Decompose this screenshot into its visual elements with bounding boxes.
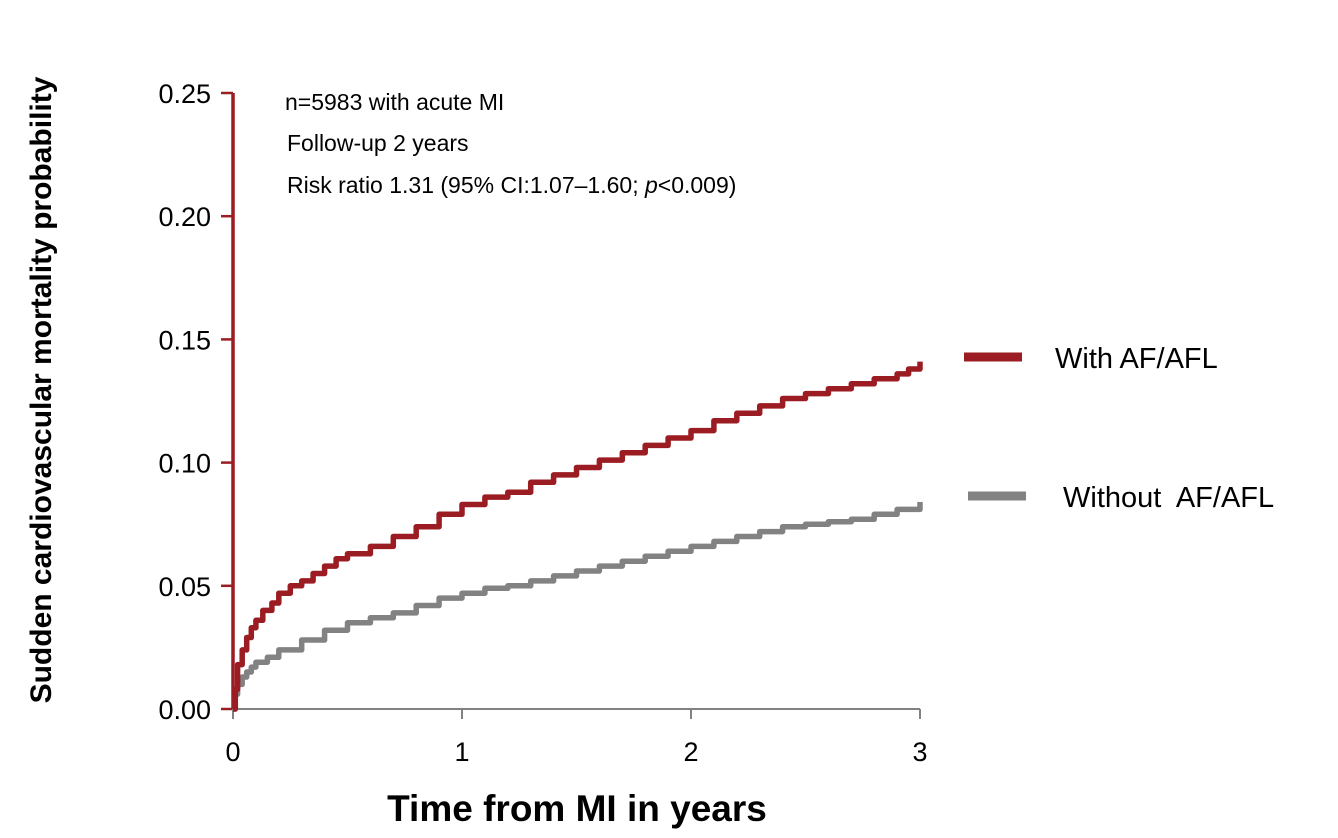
x-axis-title: Time from MI in years: [387, 788, 767, 829]
y-axis-title: Sudden cardiovascular mortality probabil…: [25, 76, 58, 703]
y-tick-label: 0.15: [158, 325, 211, 355]
legend: With AF/AFL Without AF/AFL: [964, 343, 1274, 514]
annotation-risk-ratio: Risk ratio 1.31 (95% CI:1.07–1.60; p<0.0…: [287, 172, 736, 198]
axes: [231, 93, 920, 710]
annotation-risk-ratio-suffix: <0.009): [658, 172, 737, 198]
y-tick-label: 0.00: [158, 695, 211, 725]
legend-label-without-af: Without AF/AFL: [1063, 482, 1274, 514]
series-line-with-af: [232, 361, 923, 712]
annotation-block: n=5983 with acute MI Follow-up 2 years R…: [285, 89, 736, 198]
series-lines: [232, 361, 923, 712]
x-tick-label: 2: [683, 737, 698, 767]
x-ticks: 0 1 2 3: [225, 709, 928, 767]
annotation-follow-up: Follow-up 2 years: [287, 130, 469, 156]
y-ticks: 0.00 0.05 0.10 0.15 0.20 0.25: [158, 79, 233, 725]
series-line-without-af: [232, 502, 923, 712]
x-tick-label: 0: [225, 737, 240, 767]
x-tick-label: 1: [454, 737, 469, 767]
annotation-risk-ratio-prefix: Risk ratio 1.31 (95% CI:1.07–1.60;: [287, 172, 645, 198]
legend-label-with-af: With AF/AFL: [1055, 343, 1218, 375]
x-tick-label: 3: [912, 737, 927, 767]
y-tick-label: 0.20: [158, 202, 211, 232]
y-tick-label: 0.10: [158, 449, 211, 479]
y-tick-label: 0.25: [158, 79, 211, 109]
y-tick-label: 0.05: [158, 572, 211, 602]
annotation-risk-ratio-p: p: [644, 172, 658, 198]
annotation-sample-size: n=5983 with acute MI: [285, 89, 504, 115]
